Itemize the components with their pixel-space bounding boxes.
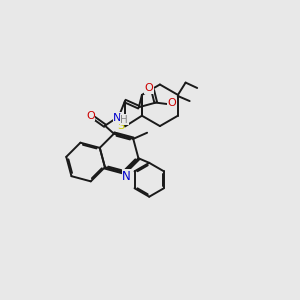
Text: O: O — [168, 98, 176, 108]
Text: H: H — [120, 115, 128, 124]
Text: O: O — [86, 111, 95, 121]
Text: N: N — [122, 170, 131, 183]
Text: O: O — [145, 83, 153, 93]
Text: S: S — [117, 122, 124, 131]
Text: N: N — [113, 113, 122, 123]
